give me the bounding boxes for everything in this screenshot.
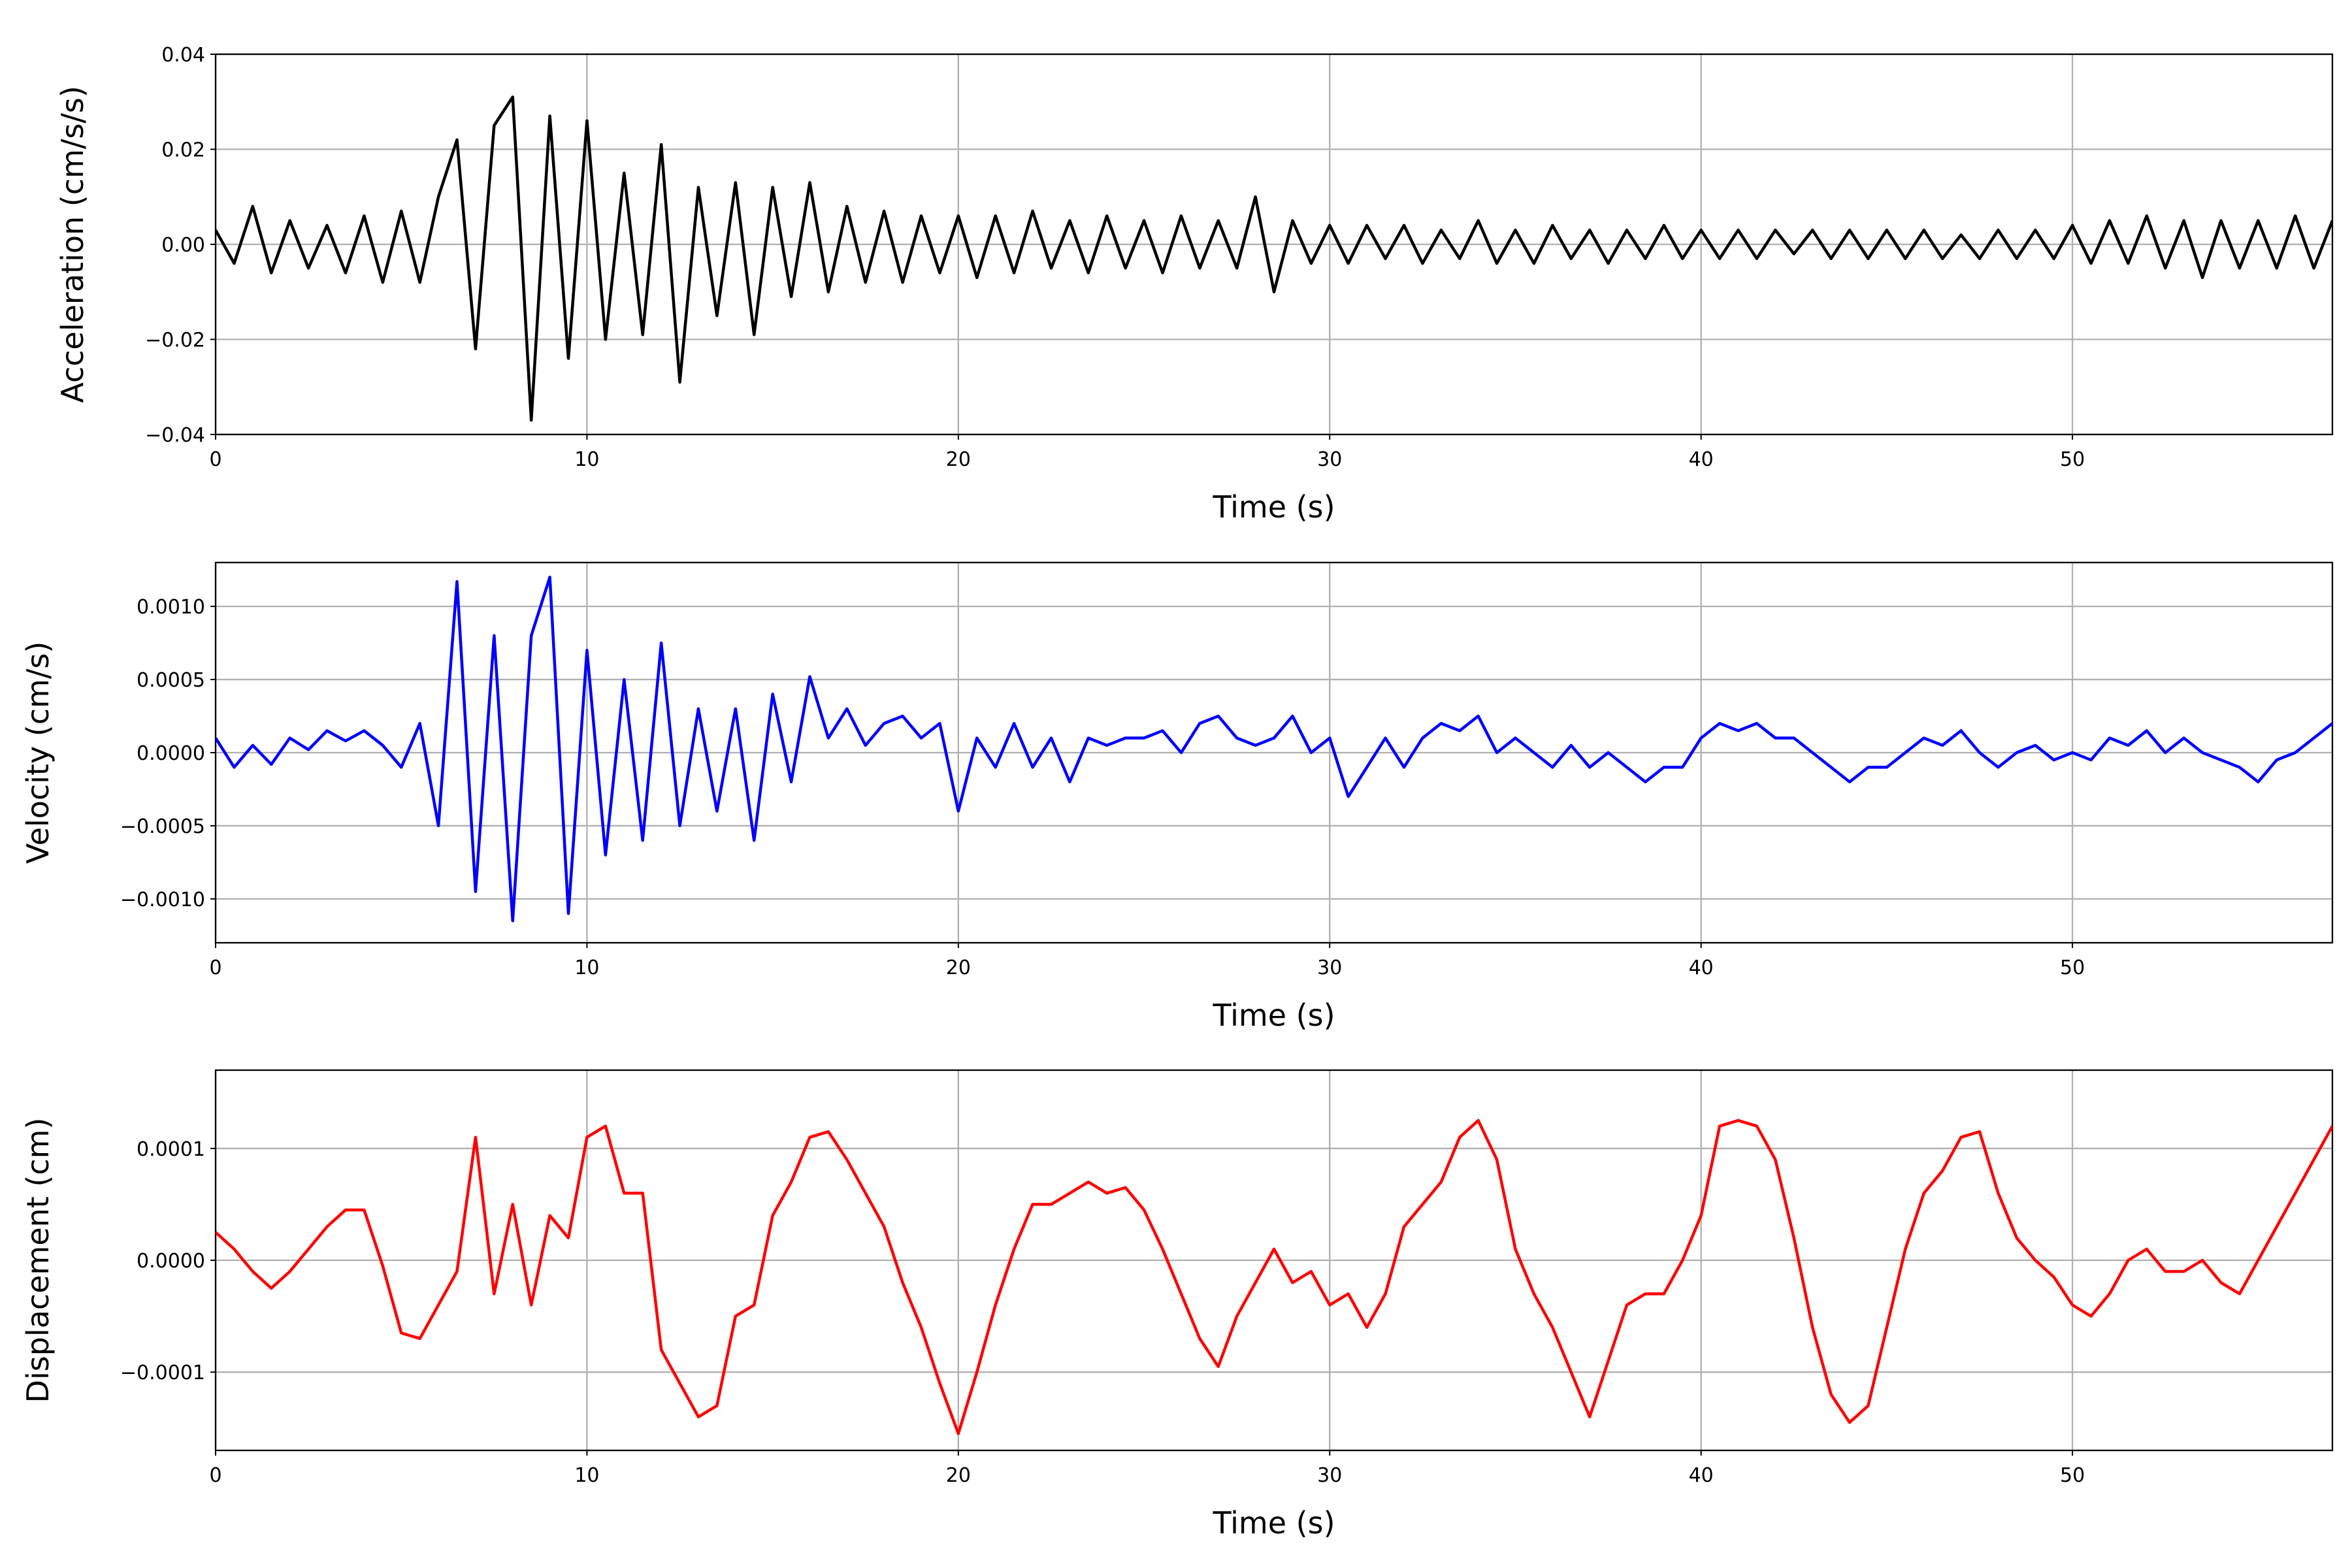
y-tick-label: 0.0000 [137, 1250, 205, 1273]
y-tick-label: 0.0001 [137, 1138, 205, 1161]
y-tick-label: 0.0005 [137, 669, 205, 692]
x-tick-label: 50 [2060, 448, 2085, 471]
x-axis-label: Time (s) [1212, 489, 1335, 525]
y-tick-label: 0.04 [161, 44, 205, 67]
y-axis-label: Displacement (cm) [20, 1118, 56, 1403]
x-axis-label: Time (s) [1212, 998, 1335, 1033]
y-tick-label: −0.0010 [120, 889, 205, 911]
panel: 0 10 20 30 40 50 −0.04 −0.02 0.00 0.02 0.04 Time (s… [55, 44, 2334, 525]
y-tick-label: 0.02 [161, 139, 205, 162]
y-axis-label: Velocity (cm/s) [20, 642, 56, 864]
data-line [216, 95, 2332, 422]
x-tick-label: 10 [574, 956, 599, 979]
x-tick-label: 0 [209, 956, 221, 979]
panel: 0 10 20 30 40 50 −0.0010 −0.0005 0.0000 0.0005 0.0… [20, 561, 2334, 1033]
x-tick-label: 40 [1689, 956, 1714, 979]
data-line [216, 1119, 2332, 1435]
x-tick-label: 50 [2060, 1464, 2085, 1487]
y-tick-label: 0.00 [161, 234, 205, 257]
x-tick-label: 10 [574, 448, 599, 471]
x-tick-label: 50 [2060, 956, 2085, 979]
y-tick-label: −0.02 [145, 329, 205, 352]
x-tick-label: 40 [1689, 448, 1714, 471]
y-tick-label: −0.0005 [120, 815, 205, 838]
x-tick-label: 30 [1317, 448, 1342, 471]
x-tick-label: 40 [1689, 1464, 1714, 1487]
axes-frame [214, 1069, 2334, 1452]
x-tick-label: 20 [946, 1464, 971, 1487]
axes-frame [214, 53, 2334, 436]
x-tick-label: 30 [1317, 956, 1342, 979]
x-tick-label: 10 [574, 1464, 599, 1487]
x-axis-label: Time (s) [1212, 1505, 1335, 1541]
x-tick-label: 0 [209, 1464, 221, 1487]
y-tick-label: −0.04 [145, 424, 205, 447]
x-tick-label: 20 [946, 448, 971, 471]
panel: 0 10 20 30 40 50 −0.0001 0.0000 0.0001 Time (s) Di… [20, 1069, 2334, 1541]
y-axis-label: Acceleration (cm/s/s) [55, 86, 90, 402]
y-tick-label: 0.0010 [137, 596, 205, 619]
x-tick-label: 20 [946, 956, 971, 979]
axes-frame [214, 561, 2334, 944]
x-tick-label: 0 [209, 448, 221, 471]
data-line [216, 576, 2332, 923]
y-tick-label: 0.0000 [137, 742, 205, 765]
y-tick-label: −0.0001 [120, 1362, 205, 1384]
x-tick-label: 30 [1317, 1464, 1342, 1487]
